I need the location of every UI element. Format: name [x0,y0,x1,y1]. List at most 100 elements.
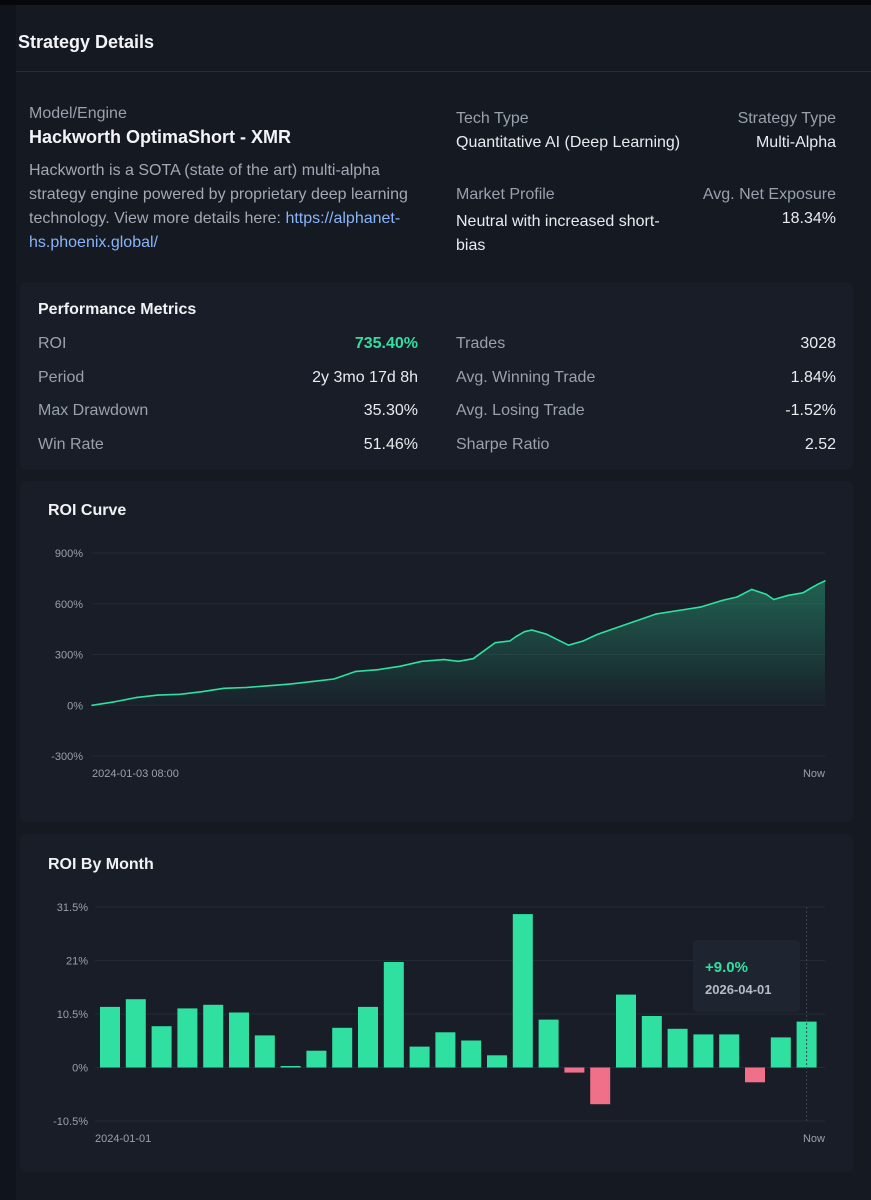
roi-point [699,606,702,608]
month-bar [383,962,404,1068]
tooltip: +9.0% 2026-04-01 [693,940,800,1012]
model-description: Hackworth is a SOTA (state of the art) m… [29,159,424,255]
roi-curve-title: ROI Curve [48,502,127,519]
roi-point [333,678,335,680]
roi-point [289,683,291,685]
x-end-label: Now [803,1133,825,1145]
page-title: Strategy Details [18,32,155,52]
y-tick-label: 300% [55,650,83,662]
month-bar [564,1067,585,1073]
metric-label: Sharpe Ratio [456,436,550,453]
month-bar [280,1066,301,1068]
tech-type-label: Tech Type [456,110,529,127]
month-bar [667,1028,688,1068]
strategy-type-value: Multi-Alpha [755,134,836,151]
month-bar [461,1040,482,1068]
month-bar [693,1034,714,1068]
metric-label: Avg. Winning Trade [456,369,596,386]
roi-point [531,629,533,631]
details-link[interactable]: https://alphanet-hs.phoenix.global/ [29,210,401,251]
roi-point [750,588,753,591]
avg-losing-trade-value: -1.52% [785,402,836,419]
y-tick-label: 600% [55,599,83,611]
month-bar [125,999,146,1068]
metric-label: Max Drawdown [38,402,149,419]
roi-point [582,640,584,642]
period-value: 2y 3mo 17d 8h [312,369,418,386]
month-bar [487,1055,507,1068]
y-tick-label: -300% [51,751,83,763]
roi-point [201,690,203,693]
roi-point [523,630,526,633]
roi-point [494,641,497,644]
top-strip [0,0,871,5]
y-tick-label: 900% [55,548,83,560]
roi-point [597,633,599,635]
net-exposure-value: 18.34% [781,210,836,227]
roi-point [611,628,614,630]
y-tick-label: -10.5% [53,1116,88,1128]
roi-point [267,685,269,687]
y-tick-label: 0% [67,700,83,712]
roi-point [91,704,93,707]
strategy-type-label: Strategy Type [737,110,836,127]
model-engine-label: Model/Engine [29,105,127,122]
roi-point [509,640,511,642]
roi-point [633,620,636,623]
month-bar [719,1034,740,1068]
y-tick-label: 0% [72,1063,88,1075]
roi-point [443,658,445,661]
y-tick-label: 31.5% [57,902,88,914]
tooltip-value: +9.0% [705,959,748,976]
max-drawdown-value: 35.30% [363,402,418,419]
roi-point [377,668,379,671]
performance-metrics-title: Performance Metrics [38,301,197,318]
month-bar [100,1006,120,1068]
roi-point [223,687,225,690]
net-exposure-label: Avg. Net Exposure [702,186,836,203]
month-bar [306,1050,327,1068]
month-bar [538,1019,559,1068]
roi-point [765,593,768,596]
market-profile-value: Neutral with increased short-bias [456,213,660,254]
month-bar [770,1037,791,1068]
metric-label: ROI [38,335,67,352]
roi-point [545,633,548,635]
tooltip-date: 2026-04-01 [705,982,772,997]
roi-point [135,696,137,699]
month-bar [177,1008,198,1068]
roi-point [245,686,247,689]
roi-point [816,583,819,586]
win-rate-value: 51.46% [363,436,418,453]
performance-metrics-card [20,283,853,469]
market-profile-label: Market Profile [456,186,555,203]
roi-point [772,598,775,601]
month-bar [616,994,636,1068]
metric-label: Win Rate [38,436,104,453]
roi-point [787,594,790,597]
roi-by-month-chart[interactable]: 31.5% 21% 10.5% 0% -10.5% +9.0% 2026-04-01 2024… [20,834,853,1172]
roi-point [655,613,658,615]
roi-point [516,635,518,637]
roi-point [802,592,804,594]
month-bar [358,1006,378,1068]
month-bar [254,1035,275,1068]
roi-value: 735.40% [354,335,418,352]
roi-point [736,596,738,598]
x-start-label: 2024-01-03 08:00 [92,768,179,780]
roi-point [824,580,826,582]
month-bar [332,1027,353,1068]
metric-label: Avg. Losing Trade [456,402,585,419]
month-bar [203,1004,224,1068]
roi-point [399,665,401,668]
x-start-label: 2024-01-01 [95,1133,151,1145]
month-bar [409,1046,430,1068]
trades-value: 3028 [800,335,836,352]
tooltip-box [693,940,800,1012]
month-bar [590,1067,611,1105]
roi-curve-chart: 900% 600% 300% 0% -300% 2024-01-03 08:00 Now [51,548,826,780]
description-text: Hackworth is a SOTA (state of the art) m… [29,162,408,227]
month-bar [229,1012,249,1068]
roi-point [472,657,475,660]
month-bar [745,1067,765,1083]
